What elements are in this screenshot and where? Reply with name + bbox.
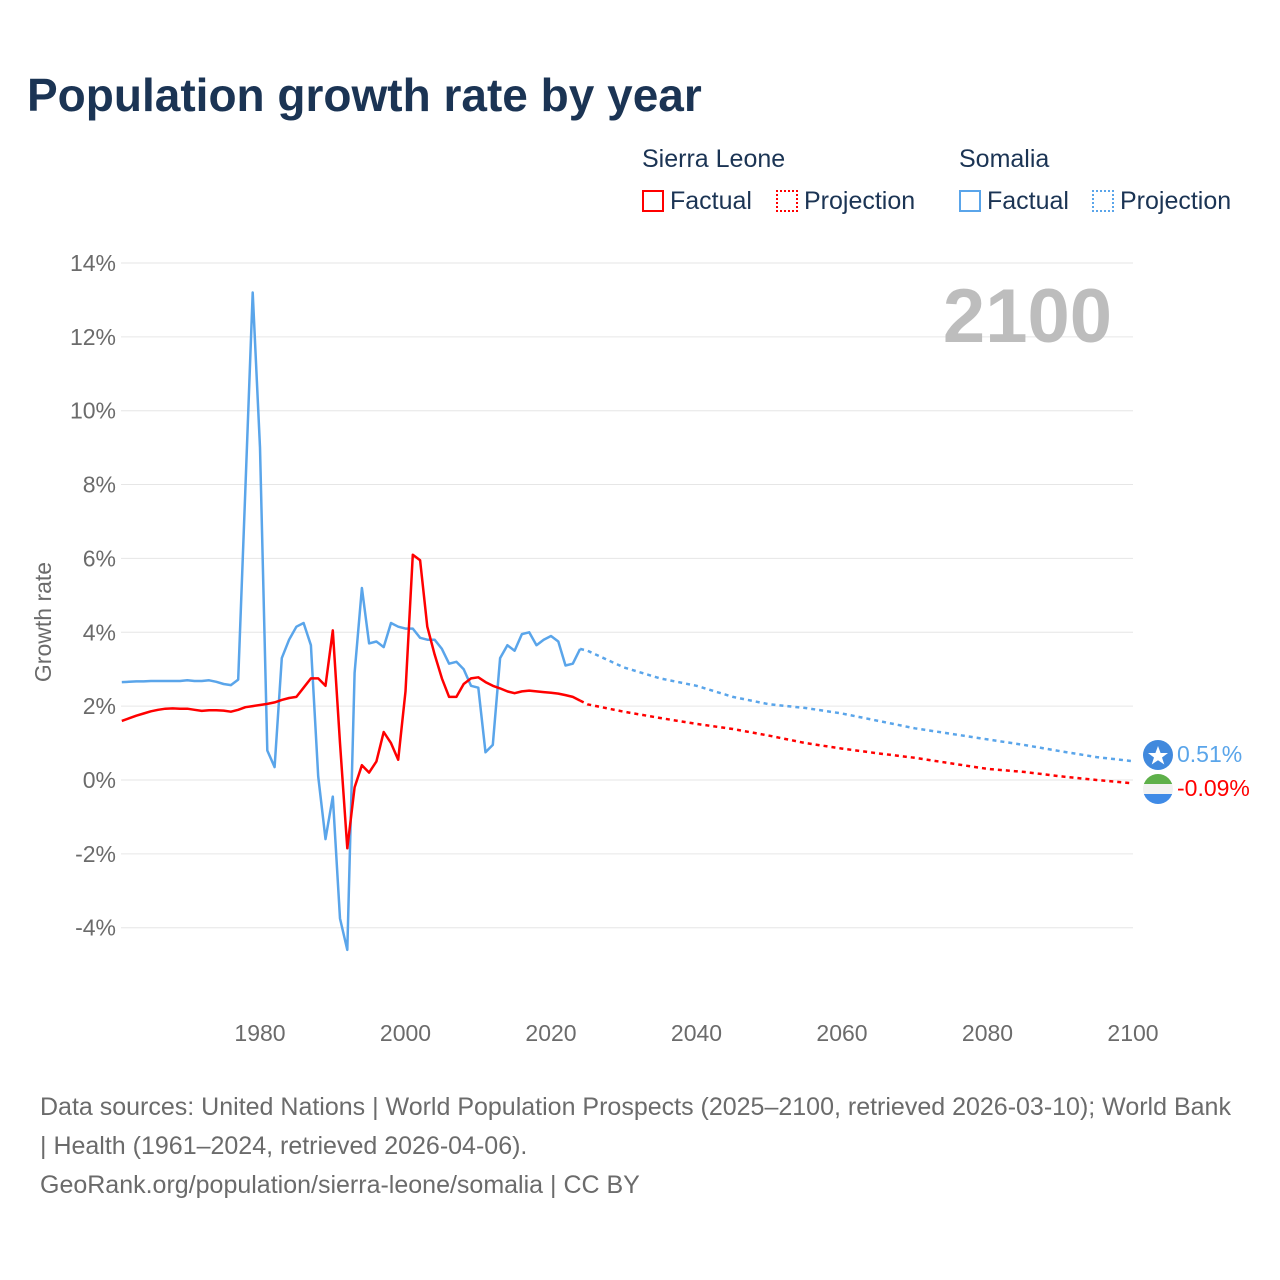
data-sources: Data sources: United Nations | World Pop… <box>40 1093 1231 1160</box>
x-tick-label: 2100 <box>1107 1020 1158 1046</box>
flag-blue-band <box>1143 794 1173 804</box>
x-tick-label: 2040 <box>671 1020 722 1046</box>
legend-swatch-solid <box>959 190 981 212</box>
y-tick-label: -2% <box>75 841 116 867</box>
x-tick-label: 2080 <box>962 1020 1013 1046</box>
flag-white-band <box>1143 784 1173 794</box>
footer: Data sources: United Nations | World Pop… <box>40 1088 1240 1205</box>
legend-group-sierra-leone: Sierra Leone <box>642 145 786 173</box>
y-tick-label: -4% <box>75 915 116 941</box>
legend-group-somalia: Somalia <box>959 145 1050 173</box>
somalia-projection-line <box>579 647 1134 763</box>
somalia-flag-icon <box>1143 740 1173 770</box>
sierra-leone-factual-line <box>121 553 581 850</box>
legend-item-sierra-leone-factual[interactable]: Factual <box>642 187 752 216</box>
legend-item-somalia-factual[interactable]: Factual <box>959 187 1069 216</box>
legend-swatch-solid <box>642 190 664 212</box>
gridlines: -4% -2% 0% 2% 4% 6% 8% 10% 12% 14% 1980 2000 2020 204… <box>70 250 1159 1046</box>
end-markers: 0.51% -0.09% <box>1143 740 1250 804</box>
y-axis-label: Growth rate <box>30 562 56 682</box>
line-chart: -4% -2% 0% 2% 4% 6% 8% 10% 12% 14% 1980 2000 2020 204… <box>30 250 1250 1046</box>
x-tick-label: 2020 <box>525 1020 576 1046</box>
legend-item-sierra-leone-projection[interactable]: Projection <box>776 187 915 216</box>
star-icon <box>1148 746 1168 765</box>
y-tick-label: 8% <box>83 472 116 498</box>
source-link[interactable]: GeoRank.org/population/sierra-leone/soma… <box>40 1171 640 1199</box>
legend-swatch-dotted <box>776 190 798 212</box>
somalia-factual-line <box>121 291 582 952</box>
chart-title: Population growth rate by year <box>27 69 702 121</box>
sierra-leone-end-value: -0.09% <box>1177 775 1250 801</box>
y-tick-label: 4% <box>83 619 116 645</box>
x-tick-label: 2060 <box>816 1020 867 1046</box>
y-tick-label: 6% <box>83 545 116 571</box>
flag-green-band <box>1143 774 1173 784</box>
legend-item-somalia-projection[interactable]: Projection <box>1092 187 1231 216</box>
y-tick-label: 10% <box>70 398 116 424</box>
y-tick-label: 0% <box>83 767 116 793</box>
y-tick-label: 2% <box>83 693 116 719</box>
series-lines <box>121 291 1134 952</box>
y-tick-label: 14% <box>70 250 116 276</box>
year-watermark: 2100 <box>943 274 1112 359</box>
sierra-leone-projection-line <box>579 699 1134 785</box>
y-tick-label: 12% <box>70 324 116 350</box>
legend-swatch-dotted <box>1092 190 1114 212</box>
x-tick-label: 1980 <box>234 1020 285 1046</box>
x-tick-label: 2000 <box>380 1020 431 1046</box>
sierra-leone-flag-icon <box>1143 774 1173 804</box>
somalia-end-value: 0.51% <box>1177 741 1242 767</box>
